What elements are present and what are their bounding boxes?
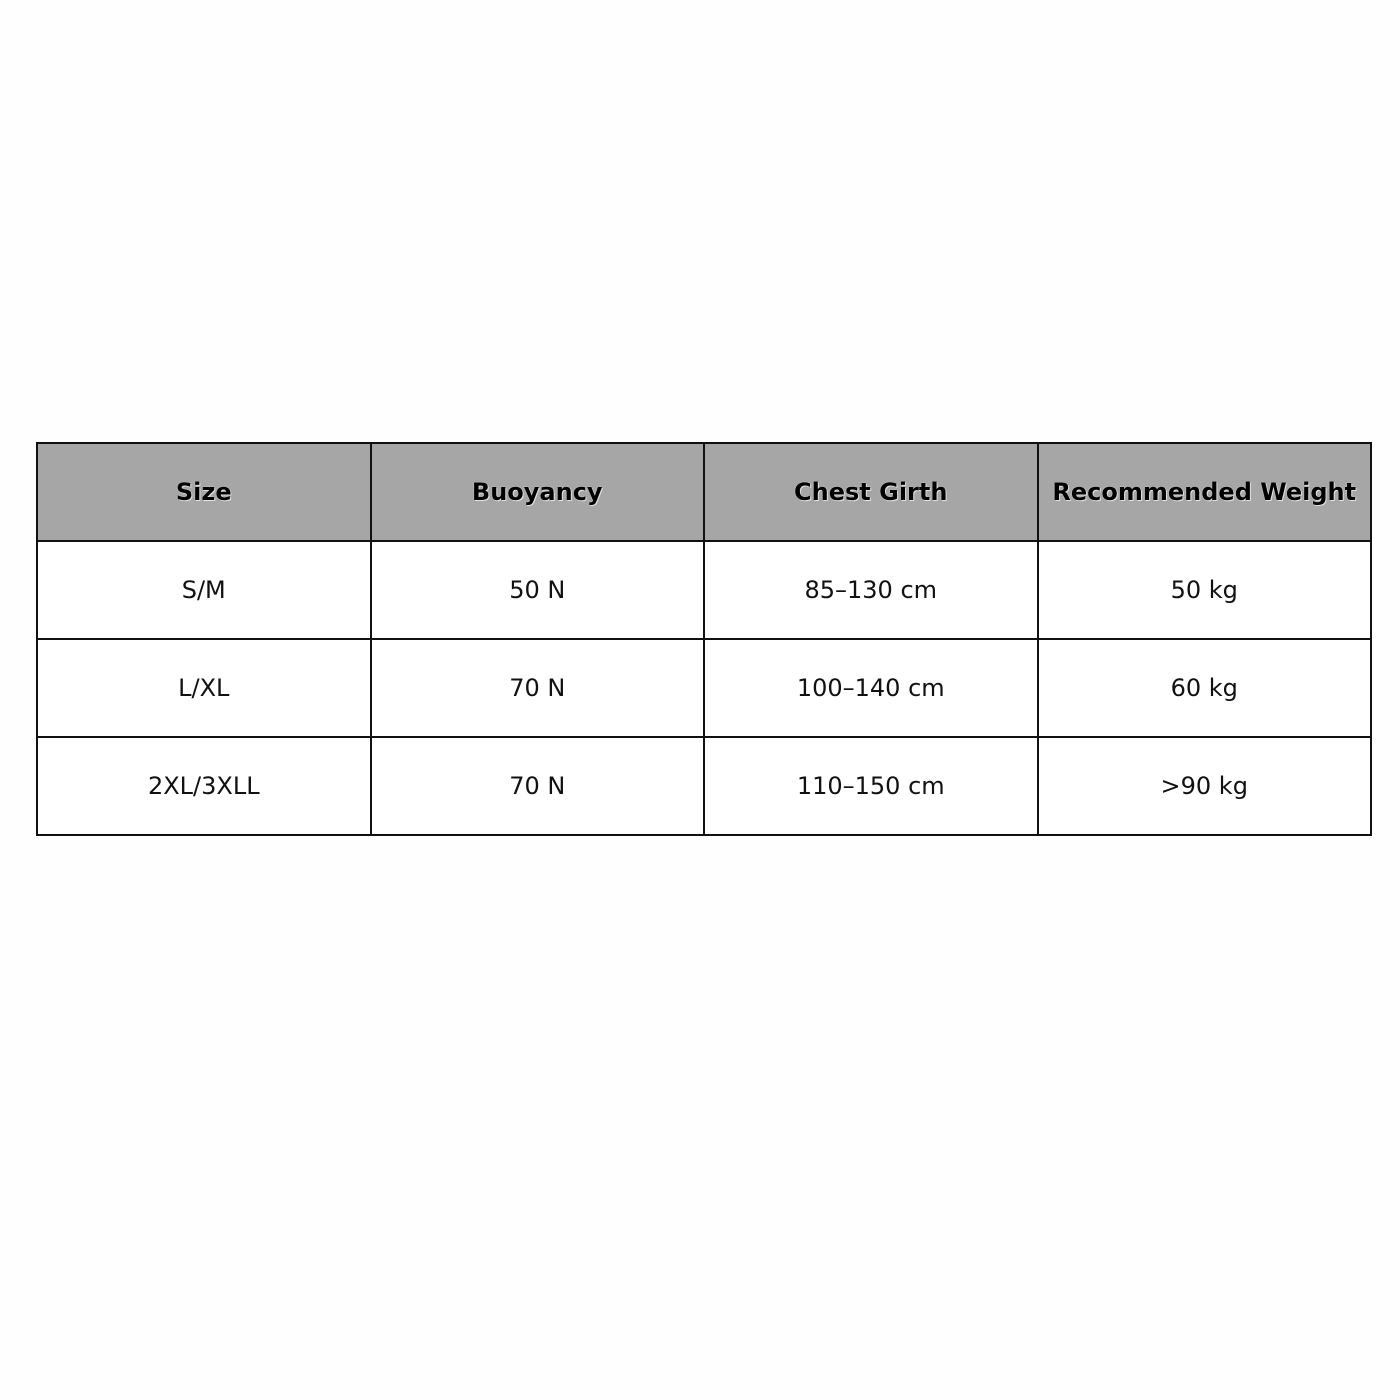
table-row: 2XL/3XLL 70 N 110–150 cm >90 kg [36, 736, 1372, 836]
cell-chest-girth: 85–130 cm [703, 540, 1039, 640]
cell-size: S/M [36, 540, 372, 640]
cell-size: L/XL [36, 638, 372, 738]
cell-buoyancy: 70 N [369, 638, 705, 738]
header-recommended-weight: Recommended Weight [1036, 442, 1372, 542]
size-chart-table: Size Buoyancy Chest Girth Recommended We… [36, 442, 1372, 836]
cell-chest-girth: 110–150 cm [703, 736, 1039, 836]
header-size: Size [36, 442, 372, 542]
cell-buoyancy: 70 N [369, 736, 705, 836]
cell-buoyancy: 50 N [369, 540, 705, 640]
cell-recommended-weight: 60 kg [1036, 638, 1372, 738]
header-buoyancy: Buoyancy [369, 442, 705, 542]
table-header-row: Size Buoyancy Chest Girth Recommended We… [36, 442, 1372, 542]
cell-recommended-weight: 50 kg [1036, 540, 1372, 640]
cell-size: 2XL/3XLL [36, 736, 372, 836]
table-row: L/XL 70 N 100–140 cm 60 kg [36, 638, 1372, 738]
cell-recommended-weight: >90 kg [1036, 736, 1372, 836]
table-row: S/M 50 N 85–130 cm 50 kg [36, 540, 1372, 640]
header-chest-girth: Chest Girth [703, 442, 1039, 542]
cell-chest-girth: 100–140 cm [703, 638, 1039, 738]
